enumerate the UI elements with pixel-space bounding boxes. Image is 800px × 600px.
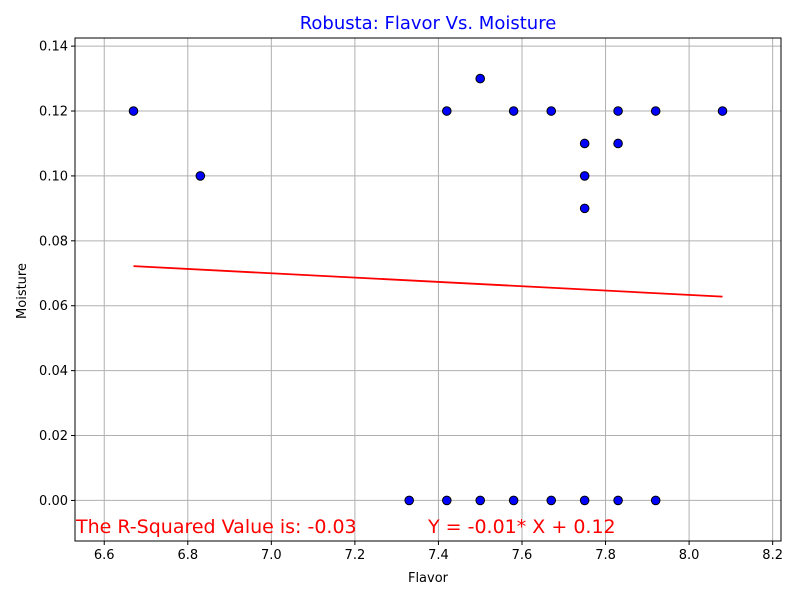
x-tick-label: 6.8	[177, 548, 198, 563]
x-tick-label: 7.2	[345, 548, 366, 563]
grid	[75, 38, 781, 541]
regression-equation-annotation: Y = -0.01* X + 0.12	[427, 516, 616, 538]
x-tick-label: 7.0	[261, 548, 282, 563]
y-tick-label: 0.06	[39, 299, 68, 314]
chart-title: Robusta: Flavor Vs. Moisture	[300, 13, 557, 34]
plot-frame	[74, 37, 782, 542]
data-point	[508, 106, 519, 116]
y-tick-label: 0.02	[39, 429, 68, 444]
data-point	[546, 495, 557, 506]
r-squared-annotation: The R-Squared Value is: -0.03	[75, 516, 357, 538]
data-point	[717, 106, 728, 116]
data-point	[195, 171, 206, 181]
y-axis-ticks: 0.00 0.02 0.04 0.06 0.08 0.10 0.12 0.14	[39, 40, 75, 509]
data-point	[441, 495, 452, 506]
y-tick-label: 0.04	[39, 364, 68, 379]
x-tick-label: 7.4	[428, 548, 449, 563]
data-point	[475, 73, 486, 84]
data-point	[546, 106, 557, 116]
data-point	[579, 203, 590, 214]
y-tick-label: 0.08	[39, 234, 68, 249]
data-point	[579, 138, 590, 149]
x-tick-label: 8.2	[762, 548, 783, 563]
x-tick-label: 6.6	[94, 548, 115, 563]
points-group	[128, 73, 728, 506]
data-point	[128, 106, 139, 116]
y-tick-label: 0.10	[39, 169, 68, 184]
data-point	[650, 106, 661, 116]
x-tick-label: 7.8	[595, 548, 616, 563]
data-point	[508, 495, 519, 506]
x-tick-label: 7.6	[512, 548, 533, 563]
data-point	[579, 495, 590, 506]
data-point	[404, 495, 415, 506]
x-axis-ticks: 6.6 6.8 7.0 7.2 7.4 7.6 7.8 8.0 8.2	[94, 541, 783, 563]
data-point	[441, 106, 452, 116]
data-point	[613, 138, 623, 149]
y-axis-label: Moisture	[15, 263, 30, 319]
y-tick-label: 0.00	[39, 494, 68, 509]
data-point	[579, 171, 590, 181]
y-tick-label: 0.14	[39, 40, 68, 55]
regression-line	[133, 265, 723, 298]
fit-line-group	[133, 265, 723, 298]
data-point	[650, 495, 661, 506]
x-axis-label: Flavor	[408, 571, 449, 586]
y-tick-label: 0.12	[39, 105, 68, 120]
x-tick-label: 8.0	[679, 548, 700, 563]
data-point	[475, 495, 486, 506]
data-point	[613, 106, 623, 116]
data-point	[613, 495, 623, 506]
